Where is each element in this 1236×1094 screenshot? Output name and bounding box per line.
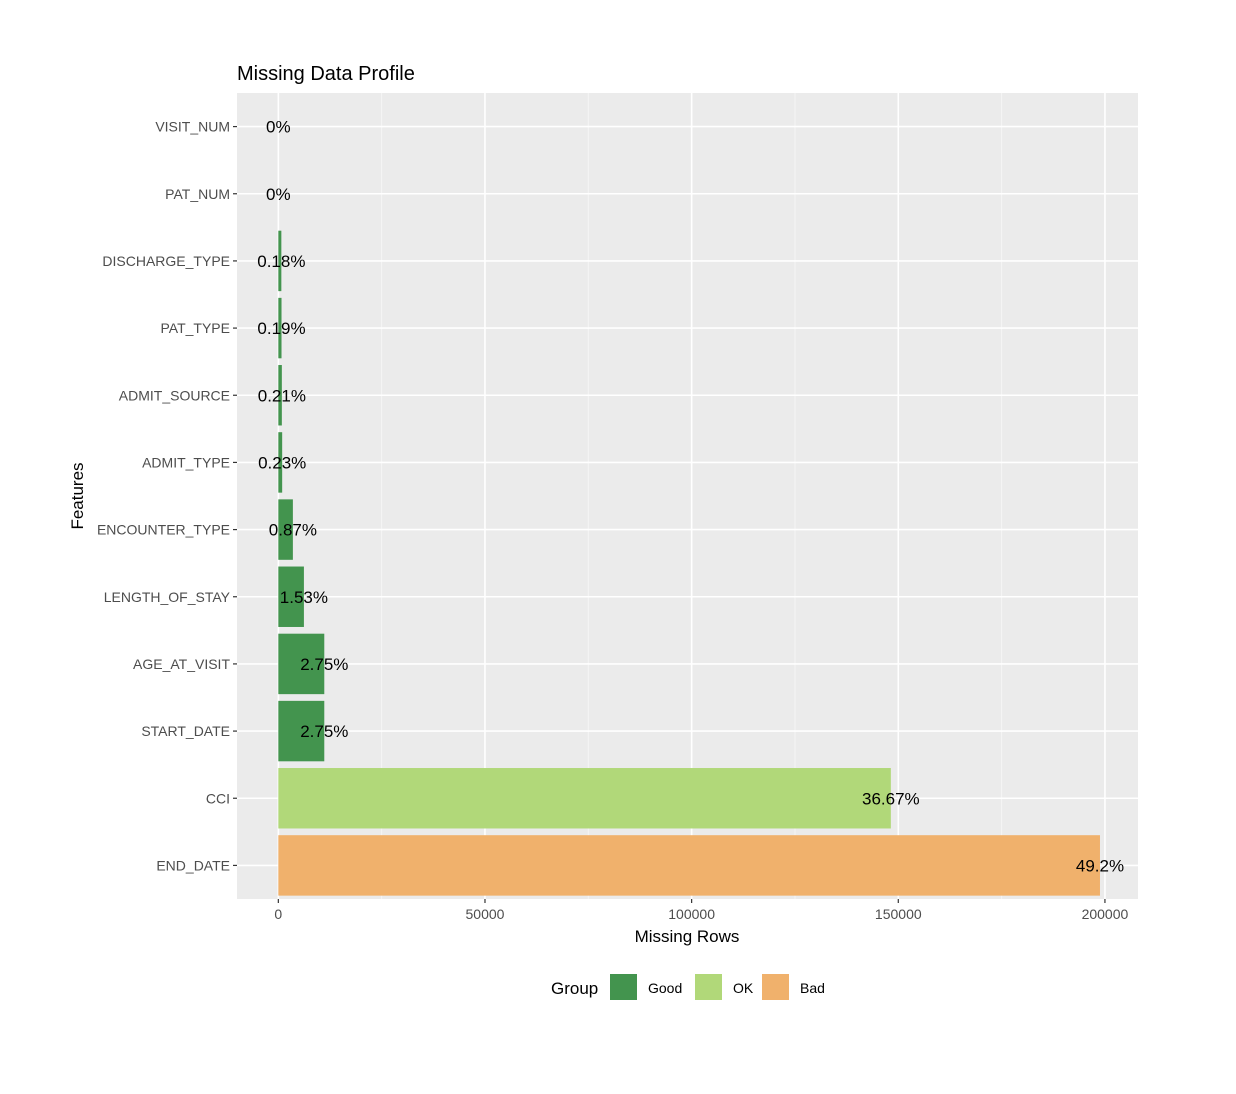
bar-admit-type [278,432,283,493]
legend-label: Good [648,980,682,996]
bars-layer [278,230,1100,896]
bar-value-label: 0% [266,118,291,137]
bar-start-date [278,700,325,762]
x-tick-label: 150000 [875,906,922,922]
y-tick-label: CCI [206,790,230,806]
legend-key-ok [695,974,722,1000]
legend-key-bad [762,974,789,1000]
x-tick-label: 200000 [1082,906,1129,922]
y-tick-label: LENGTH_OF_STAY [104,589,231,605]
y-axis: VISIT_NUM PAT_NUM DISCHARGE_TYPE PAT_TYPE AD… [97,119,237,873]
y-axis-title: Features [68,462,87,529]
x-axis: 0 50000 100000 150000 200000 [274,899,1129,922]
bar-value-label: 2.75% [300,722,348,741]
bar-value-label: 0.87% [269,521,317,540]
legend-title: Group [551,979,598,998]
y-tick-label: ADMIT_TYPE [142,454,230,470]
bar-discharge-type [278,230,282,292]
bar-admit-source [278,365,282,426]
y-tick-label: START_DATE [141,723,230,739]
bar-age-at-visit [278,633,325,695]
y-tick-label: ADMIT_SOURCE [119,387,230,403]
x-tick-label: 100000 [668,906,715,922]
bar-length-of-stay [278,566,304,627]
bar-labels-layer: 0% 0% 0.18% 0.19% 0.21% 0.23% 0.87% 1.53% 2.75% 2… [257,118,1124,876]
y-tick-label: DISCHARGE_TYPE [102,253,230,269]
x-axis-title: Missing Rows [635,927,740,946]
legend-label: Bad [800,980,825,996]
plot-panel [237,93,1138,899]
legend: Group Good OK Bad [551,974,825,1000]
x-tick-label: 50000 [466,906,505,922]
bar-value-label: 0.18% [257,252,305,271]
bar-value-label: 0.23% [258,453,306,472]
bar-value-label: 2.75% [300,655,348,674]
bar-encounter-type [278,499,293,560]
bar-value-label: 0.19% [257,319,305,338]
x-tick-label: 0 [274,906,282,922]
y-tick-label: VISIT_NUM [155,119,230,135]
major-gridlines [237,93,1138,899]
bar-cci [278,768,891,829]
y-tick-label: PAT_NUM [165,186,230,202]
bar-pat-type [278,297,282,359]
bar-value-label: 36.67% [862,789,920,808]
bar-value-label: 0% [266,185,291,204]
bar-value-label: 0.21% [258,386,306,405]
bar-value-label: 49.2% [1076,856,1124,875]
bar-value-label: 1.53% [280,588,328,607]
y-tick-label: AGE_AT_VISIT [133,656,230,672]
legend-label: OK [733,980,754,996]
bar-end-date [278,835,1100,896]
chart-title: Missing Data Profile [237,63,415,85]
y-tick-label: PAT_TYPE [160,320,230,336]
y-tick-label: ENCOUNTER_TYPE [97,522,230,538]
legend-key-good [610,974,637,1000]
y-tick-label: END_DATE [156,857,230,873]
minor-gridlines [381,93,1003,899]
